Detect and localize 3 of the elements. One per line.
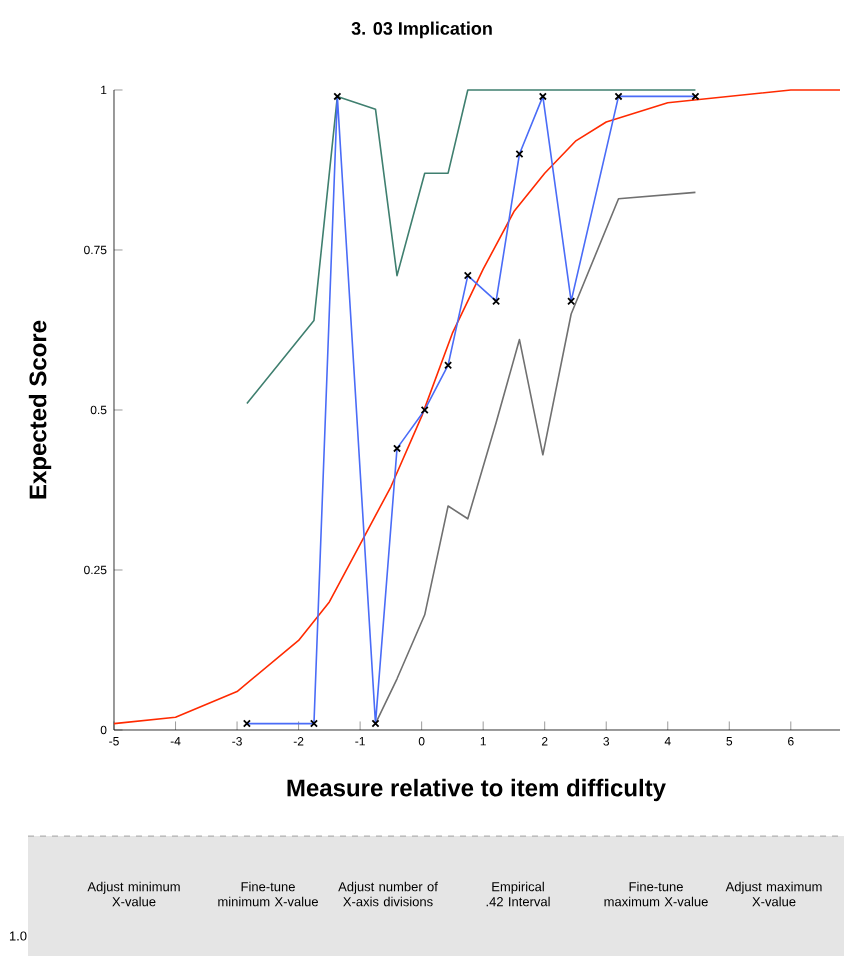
chart-title: 3. 03 Implication (351, 21, 492, 39)
y-axis-title: Expected Score (28, 320, 52, 499)
x-axis-title: Measure relative to item difficulty (287, 778, 666, 802)
